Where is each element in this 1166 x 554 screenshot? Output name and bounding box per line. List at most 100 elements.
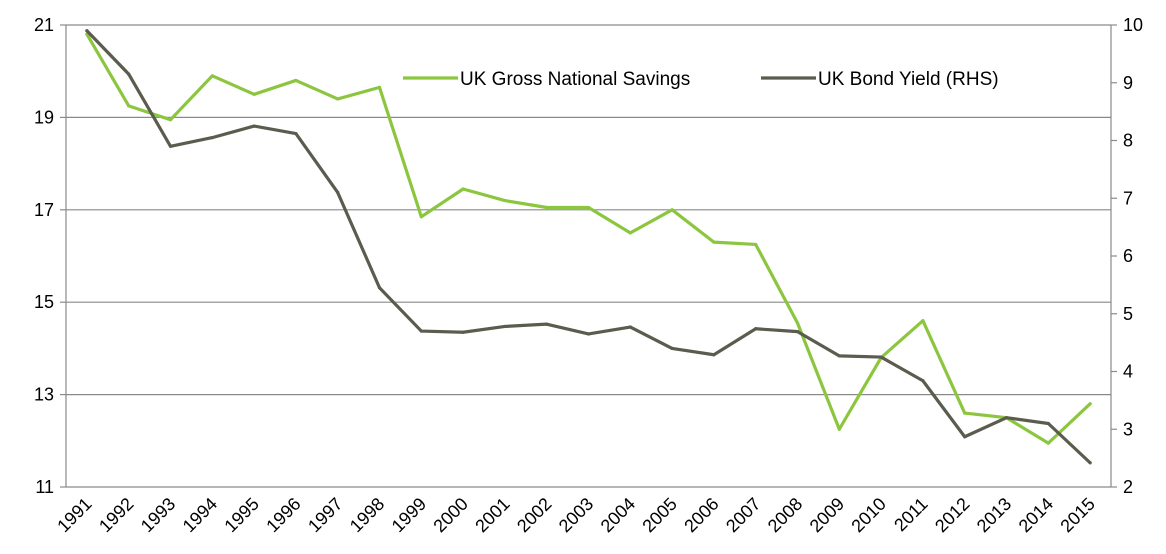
right-axis-ticks: 2 3 4 5 6 7 8 9 10 [1111, 15, 1143, 497]
right-tick-label: 8 [1123, 131, 1133, 151]
data-point [377, 286, 382, 290]
x-axis-ticks: 1991 1992 1993 1994 1995 1996 1997 1998 1999 2000… [53, 494, 1099, 536]
x-tick-label: 1994 [179, 494, 221, 536]
data-point [461, 187, 465, 191]
x-tick-label: 2013 [973, 494, 1015, 536]
data-point [879, 355, 883, 359]
right-tick-label: 5 [1123, 304, 1133, 324]
data-point [795, 330, 800, 334]
data-point [419, 329, 423, 333]
x-tick-label: 2014 [1015, 494, 1057, 536]
data-point [336, 97, 340, 101]
data-point [670, 208, 674, 212]
data-point [712, 353, 716, 357]
data-point [628, 325, 632, 329]
data-point [837, 427, 841, 431]
data-point [85, 29, 89, 33]
x-tick-label: 2001 [471, 494, 513, 536]
x-tick-label: 2003 [555, 494, 597, 536]
x-tick-label: 2000 [429, 494, 471, 536]
x-tick-label: 1993 [137, 494, 179, 536]
data-point [963, 435, 967, 439]
data-point [1088, 461, 1092, 465]
data-point [168, 118, 173, 122]
x-tick-label: 2012 [931, 494, 973, 536]
data-point [712, 240, 716, 244]
legend-item-bond-yield: UK Bond Yield (RHS) [761, 69, 999, 90]
data-point [210, 74, 214, 78]
right-tick-label: 4 [1123, 362, 1133, 382]
data-point [294, 78, 298, 83]
data-point [252, 124, 256, 128]
data-point [210, 136, 214, 140]
legend-label: UK Gross National Savings [460, 69, 690, 90]
x-tick-label: 2007 [722, 494, 764, 536]
data-point [545, 322, 549, 326]
data-point [252, 92, 256, 96]
right-tick-label: 6 [1123, 246, 1133, 266]
x-tick-label: 1998 [346, 494, 388, 536]
data-point [921, 319, 925, 323]
left-axis-ticks: 11 13 15 17 19 21 [34, 15, 66, 497]
x-tick-label: 2011 [890, 494, 932, 536]
x-tick-label: 2009 [806, 494, 848, 536]
x-tick-label: 2005 [638, 494, 680, 536]
data-point [1004, 416, 1009, 420]
axes [65, 25, 1112, 487]
data-point [1088, 402, 1092, 406]
x-tick-label: 1991 [53, 494, 95, 536]
data-point [586, 332, 591, 336]
x-tick-label: 1999 [388, 494, 430, 536]
data-point [795, 321, 800, 325]
data-point [127, 72, 131, 76]
data-point [1046, 421, 1050, 426]
x-tick-label: 2004 [597, 494, 639, 536]
left-tick-label: 21 [34, 15, 54, 35]
x-tick-label: 2010 [847, 494, 889, 536]
data-point [628, 231, 632, 235]
left-tick-label: 19 [34, 107, 54, 127]
data-point [461, 330, 465, 334]
gridlines [66, 24, 1111, 488]
legend-label: UK Bond Yield (RHS) [818, 69, 999, 90]
x-tick-label: 1992 [95, 494, 137, 536]
x-tick-label: 1995 [220, 494, 262, 536]
x-tick-label: 2006 [680, 494, 722, 536]
series [85, 29, 1092, 465]
legend: UK Gross National Savings UK Bond Yield (… [403, 69, 999, 90]
data-point [503, 198, 507, 203]
right-tick-label: 3 [1123, 419, 1133, 439]
series-line [85, 32, 1092, 445]
left-tick-label: 15 [34, 292, 54, 312]
left-tick-label: 11 [35, 477, 54, 497]
data-point [754, 242, 758, 247]
data-point [1046, 441, 1050, 445]
right-tick-label: 10 [1123, 15, 1143, 35]
data-point [294, 131, 298, 136]
x-tick-label: 2002 [513, 494, 555, 536]
data-point [377, 85, 382, 89]
data-point [168, 144, 173, 148]
right-tick-label: 2 [1123, 477, 1133, 497]
data-point [670, 346, 674, 350]
series-bond-yield [85, 29, 1092, 465]
x-tick-label: 2008 [764, 494, 806, 536]
right-tick-label: 9 [1123, 73, 1133, 93]
data-point [127, 104, 131, 108]
data-point [503, 324, 507, 329]
legend-item-gross-national-savings: UK Gross National Savings [403, 69, 690, 90]
data-point [754, 327, 758, 331]
data-point [921, 379, 925, 383]
data-point [419, 215, 423, 219]
left-tick-label: 17 [34, 200, 54, 220]
data-point [586, 205, 591, 210]
data-point [336, 190, 340, 195]
series-line [85, 29, 1092, 465]
x-tick-label: 1997 [304, 494, 346, 536]
x-tick-label: 2015 [1056, 494, 1098, 536]
data-point [963, 411, 967, 415]
data-point [837, 354, 841, 358]
data-point [545, 205, 549, 210]
